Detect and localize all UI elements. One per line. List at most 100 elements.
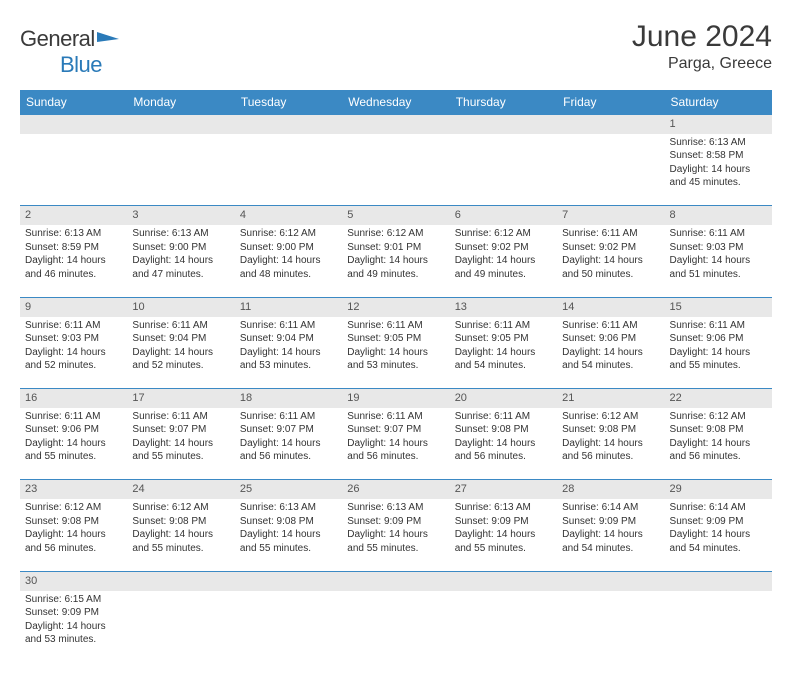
sunrise-line: Sunrise: 6:11 AM (347, 319, 444, 333)
day-number-row: 16171819202122 (20, 389, 772, 408)
sunrise-value: 6:13 AM (709, 137, 746, 148)
day-number: 29 (670, 483, 682, 495)
sunrise-line: Sunrise: 6:14 AM (562, 501, 659, 515)
daylight-line: Daylight: 14 hours and 55 minutes. (347, 528, 444, 555)
sunrise-label: Sunrise: (670, 411, 707, 422)
sunset-label: Sunset: (455, 516, 489, 527)
sunset-line: Sunset: 9:03 PM (670, 241, 767, 255)
daylight-line: Daylight: 14 hours and 54 minutes. (562, 528, 659, 555)
sunset-line: Sunset: 9:08 PM (670, 423, 767, 437)
day-cell: Sunrise: 6:13 AMSunset: 9:00 PMDaylight:… (127, 225, 234, 297)
sunrise-line: Sunrise: 6:13 AM (455, 501, 552, 515)
sunrise-label: Sunrise: (347, 228, 384, 239)
sunrise-line: Sunrise: 6:11 AM (562, 319, 659, 333)
sunrise-label: Sunrise: (670, 502, 707, 513)
sunset-value: 9:09 PM (491, 516, 528, 527)
sunrise-line: Sunrise: 6:12 AM (25, 501, 122, 515)
sunrise-line: Sunrise: 6:11 AM (455, 410, 552, 424)
sunrise-line: Sunrise: 6:15 AM (25, 593, 122, 607)
day-number: 22 (670, 392, 682, 404)
day-number: 21 (562, 392, 574, 404)
sunrise-value: 6:11 AM (709, 228, 745, 239)
sunset-value: 9:03 PM (62, 333, 99, 344)
daylight-line: Daylight: 14 hours and 54 minutes. (562, 346, 659, 373)
week-row: Sunrise: 6:11 AMSunset: 9:03 PMDaylight:… (20, 317, 772, 389)
daylight-line: Daylight: 14 hours and 49 minutes. (455, 254, 552, 281)
sunset-label: Sunset: (25, 333, 59, 344)
day-cell: Sunrise: 6:12 AMSunset: 9:02 PMDaylight:… (450, 225, 557, 297)
sunset-line: Sunset: 9:03 PM (25, 332, 122, 346)
day-number-cell: 20 (450, 389, 557, 408)
sunrise-line: Sunrise: 6:11 AM (132, 410, 229, 424)
sunrise-line: Sunrise: 6:11 AM (347, 410, 444, 424)
week-row: Sunrise: 6:11 AMSunset: 9:06 PMDaylight:… (20, 408, 772, 480)
sunset-line: Sunset: 9:06 PM (25, 423, 122, 437)
sunset-label: Sunset: (132, 516, 166, 527)
day-number: 1 (670, 118, 676, 130)
day-number-cell (20, 115, 127, 134)
day-content: Sunrise: 6:11 AMSunset: 9:06 PMDaylight:… (557, 317, 664, 377)
day-cell: Sunrise: 6:12 AMSunset: 9:01 PMDaylight:… (342, 225, 449, 297)
day-content: Sunrise: 6:12 AMSunset: 9:08 PMDaylight:… (127, 499, 234, 559)
day-number-row: 9101112131415 (20, 297, 772, 316)
sunset-line: Sunset: 9:09 PM (562, 515, 659, 529)
sunrise-line: Sunrise: 6:13 AM (132, 227, 229, 241)
day-number-cell: 10 (127, 297, 234, 316)
day-cell: Sunrise: 6:11 AMSunset: 9:05 PMDaylight:… (342, 317, 449, 389)
daylight-label: Daylight: (562, 347, 601, 358)
sunrise-line: Sunrise: 6:12 AM (562, 410, 659, 424)
day-content: Sunrise: 6:11 AMSunset: 9:07 PMDaylight:… (235, 408, 342, 468)
page-title: June 2024 (632, 20, 772, 53)
day-number-cell: 14 (557, 297, 664, 316)
day-header: Sunday (20, 90, 127, 115)
sunrise-value: 6:14 AM (709, 502, 746, 513)
day-number-cell: 23 (20, 480, 127, 499)
sunrise-label: Sunrise: (562, 228, 599, 239)
day-content: Sunrise: 6:11 AMSunset: 9:07 PMDaylight:… (342, 408, 449, 468)
day-number-cell (127, 571, 234, 590)
sunrise-line: Sunrise: 6:11 AM (25, 410, 122, 424)
day-number-cell: 17 (127, 389, 234, 408)
day-number-cell: 12 (342, 297, 449, 316)
sunrise-value: 6:11 AM (64, 411, 100, 422)
sunset-label: Sunset: (670, 516, 704, 527)
daylight-label: Daylight: (240, 438, 279, 449)
day-number-cell: 11 (235, 297, 342, 316)
daylight-label: Daylight: (347, 529, 386, 540)
day-number: 15 (670, 301, 682, 313)
daylight-line: Daylight: 14 hours and 56 minutes. (562, 437, 659, 464)
sunset-line: Sunset: 9:07 PM (347, 423, 444, 437)
sunrise-value: 6:15 AM (64, 594, 101, 605)
day-content: Sunrise: 6:12 AMSunset: 9:01 PMDaylight:… (342, 225, 449, 285)
daylight-line: Daylight: 14 hours and 55 minutes. (240, 528, 337, 555)
sunset-line: Sunset: 9:02 PM (455, 241, 552, 255)
sunset-label: Sunset: (670, 424, 704, 435)
sunset-value: 9:00 PM (169, 242, 206, 253)
day-cell: Sunrise: 6:11 AMSunset: 9:06 PMDaylight:… (557, 317, 664, 389)
sunset-value: 9:07 PM (384, 424, 421, 435)
day-number: 11 (240, 301, 251, 313)
sunset-value: 9:08 PM (599, 424, 636, 435)
sunrise-label: Sunrise: (240, 502, 277, 513)
day-number-cell (342, 571, 449, 590)
day-cell: Sunrise: 6:12 AMSunset: 9:08 PMDaylight:… (20, 499, 127, 571)
day-number-cell: 15 (665, 297, 772, 316)
sunrise-label: Sunrise: (25, 594, 62, 605)
location-label: Parga, Greece (632, 55, 772, 73)
sunrise-value: 6:13 AM (494, 502, 531, 513)
day-number-cell: 22 (665, 389, 772, 408)
day-content: Sunrise: 6:11 AMSunset: 9:05 PMDaylight:… (342, 317, 449, 377)
daylight-line: Daylight: 14 hours and 52 minutes. (25, 346, 122, 373)
daylight-line: Daylight: 14 hours and 55 minutes. (455, 528, 552, 555)
day-cell: Sunrise: 6:11 AMSunset: 9:08 PMDaylight:… (450, 408, 557, 480)
sunset-value: 9:04 PM (169, 333, 206, 344)
day-number-cell: 21 (557, 389, 664, 408)
sunrise-line: Sunrise: 6:13 AM (25, 227, 122, 241)
sunrise-line: Sunrise: 6:11 AM (562, 227, 659, 241)
day-cell: Sunrise: 6:11 AMSunset: 9:03 PMDaylight:… (20, 317, 127, 389)
week-row: Sunrise: 6:13 AMSunset: 8:59 PMDaylight:… (20, 225, 772, 297)
day-cell: Sunrise: 6:11 AMSunset: 9:06 PMDaylight:… (665, 317, 772, 389)
day-content: Sunrise: 6:13 AMSunset: 9:09 PMDaylight:… (342, 499, 449, 559)
sunrise-label: Sunrise: (455, 502, 492, 513)
day-number-row: 1 (20, 115, 772, 134)
